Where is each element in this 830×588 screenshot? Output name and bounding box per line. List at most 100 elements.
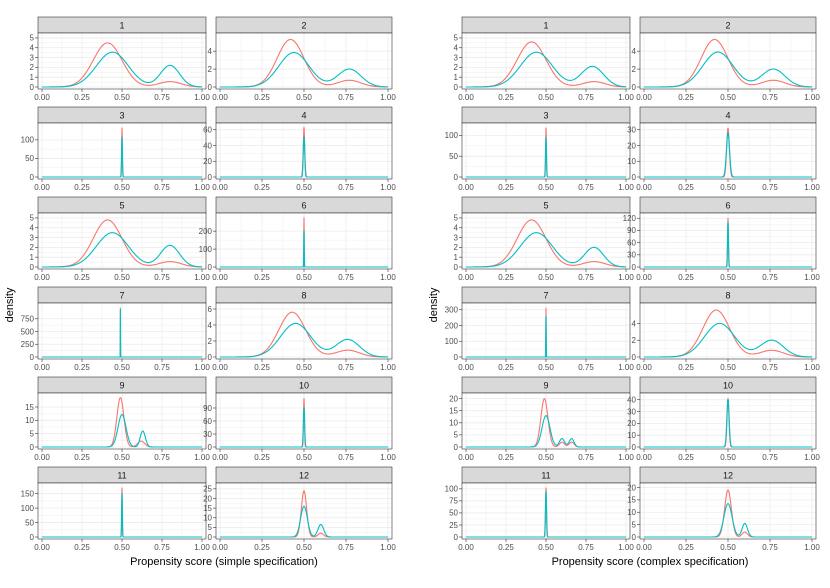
x-tick-label: 0.75 bbox=[154, 543, 170, 552]
x-tick-label: 0.25 bbox=[498, 93, 514, 102]
facet-2: 2 0.00 0.25 0.50 0.75 1.00 0 2 4 bbox=[208, 16, 396, 102]
x-tick-label: 0.75 bbox=[762, 183, 778, 192]
x-tick-label: 0.25 bbox=[678, 273, 694, 282]
x-tick-label: 0.25 bbox=[254, 273, 270, 282]
x-tick-label: 1.00 bbox=[380, 363, 396, 372]
y-tick-label: 6 bbox=[208, 305, 213, 314]
y-tick-label: 3 bbox=[30, 53, 35, 62]
panel-border bbox=[215, 302, 393, 360]
y-tick-label: 15 bbox=[449, 407, 458, 416]
panel-border bbox=[639, 302, 817, 360]
y-tick-label: 3 bbox=[454, 233, 459, 242]
y-tick-label: 0 bbox=[632, 533, 637, 542]
y-tick-label: 0 bbox=[30, 353, 35, 362]
y-tick-label: 10 bbox=[627, 431, 636, 440]
x-tick-label: 1.00 bbox=[380, 453, 396, 462]
x-tick-label: 1.00 bbox=[618, 543, 634, 552]
y-tick-label: 20 bbox=[627, 141, 636, 150]
y-tick-label: 40 bbox=[203, 141, 212, 150]
facet-12: 12 0.00 0.25 0.50 0.75 1.00 0 5 10 15 20 bbox=[627, 466, 820, 552]
x-tick-label: 1.00 bbox=[194, 363, 210, 372]
y-tick-label: 30 bbox=[627, 251, 636, 260]
right-x-axis-title: Propensity score (complex specification) bbox=[552, 556, 749, 568]
x-tick-label: 1.00 bbox=[804, 273, 820, 282]
y-tick-label: 2 bbox=[30, 243, 35, 252]
density-line-teal bbox=[643, 322, 813, 358]
y-tick-label: 1 bbox=[30, 73, 35, 82]
panel-border bbox=[215, 122, 393, 180]
y-tick-label: 100 bbox=[445, 337, 459, 346]
y-tick-label: 2 bbox=[208, 65, 213, 74]
y-tick-label: 10 bbox=[627, 508, 636, 517]
y-tick-label: 0 bbox=[30, 173, 35, 182]
x-tick-label: 1.00 bbox=[618, 93, 634, 102]
y-tick-label: 30 bbox=[627, 126, 636, 135]
y-tick-label: 0 bbox=[454, 83, 459, 92]
x-tick-label: 1.00 bbox=[804, 93, 820, 102]
x-tick-label: 0.50 bbox=[114, 183, 130, 192]
facet-2: 2 0.00 0.25 0.50 0.75 1.00 0 2 4 bbox=[632, 16, 820, 102]
x-tick-label: 0.25 bbox=[498, 453, 514, 462]
y-tick-label: 750 bbox=[21, 315, 35, 324]
y-tick-label: 15 bbox=[203, 504, 212, 513]
x-tick-label: 0.00 bbox=[212, 363, 228, 372]
panel-border bbox=[461, 302, 631, 360]
facet-8: 8 0.00 0.25 0.50 0.75 1.00 0 2 4 6 bbox=[208, 286, 396, 372]
panel-border bbox=[37, 212, 207, 270]
x-tick-label: 0.50 bbox=[296, 453, 312, 462]
x-tick-label: 0.00 bbox=[458, 453, 474, 462]
y-tick-label: 4 bbox=[30, 44, 35, 53]
y-tick-label: 0 bbox=[454, 173, 459, 182]
y-tick-label: 60 bbox=[627, 238, 636, 247]
facet-strip-label: 4 bbox=[725, 111, 730, 121]
y-tick-label: 2 bbox=[454, 243, 459, 252]
x-tick-label: 0.50 bbox=[114, 543, 130, 552]
density-line-teal bbox=[644, 221, 812, 268]
facet-strip-label: 8 bbox=[301, 291, 306, 301]
y-tick-label: 5 bbox=[454, 431, 459, 440]
y-tick-label: 0 bbox=[30, 263, 35, 272]
facet-strip-label: 7 bbox=[543, 291, 548, 301]
x-tick-label: 0.75 bbox=[154, 363, 170, 372]
y-tick-label: 0 bbox=[632, 173, 637, 182]
y-tick-label: 0 bbox=[30, 443, 35, 452]
x-tick-label: 0.25 bbox=[74, 93, 90, 102]
x-tick-label: 0.75 bbox=[338, 543, 354, 552]
y-tick-label: 2 bbox=[632, 336, 637, 345]
x-tick-label: 0.00 bbox=[636, 453, 652, 462]
x-tick-label: 0.00 bbox=[636, 93, 652, 102]
x-tick-label: 1.00 bbox=[194, 273, 210, 282]
x-tick-label: 0.25 bbox=[254, 93, 270, 102]
y-tick-label: 0 bbox=[208, 353, 213, 362]
density-line-teal bbox=[466, 315, 626, 358]
panel-border bbox=[37, 392, 207, 450]
y-tick-label: 3 bbox=[454, 53, 459, 62]
density-line-teal bbox=[42, 493, 202, 538]
y-tick-label: 15 bbox=[25, 403, 34, 412]
panel-border bbox=[215, 32, 393, 90]
panel-border bbox=[639, 32, 817, 90]
y-tick-label: 200 bbox=[199, 227, 213, 236]
x-tick-label: 0.50 bbox=[720, 183, 736, 192]
x-tick-label: 0.50 bbox=[720, 273, 736, 282]
x-tick-label: 0.50 bbox=[296, 93, 312, 102]
left-x-axis-title: Propensity score (simple specification) bbox=[130, 556, 318, 568]
y-tick-label: 20 bbox=[203, 494, 212, 503]
panel-border bbox=[461, 122, 631, 180]
facet-strip-label: 6 bbox=[725, 201, 730, 211]
facet-strip-label: 10 bbox=[723, 381, 733, 391]
y-tick-label: 120 bbox=[623, 214, 637, 223]
y-tick-label: 300 bbox=[445, 306, 459, 315]
y-tick-label: 10 bbox=[627, 157, 636, 166]
y-tick-label: 50 bbox=[25, 154, 34, 163]
x-tick-label: 0.50 bbox=[114, 273, 130, 282]
y-tick-label: 20 bbox=[203, 157, 212, 166]
x-tick-label: 0.25 bbox=[678, 183, 694, 192]
facet-4: 4 0.00 0.25 0.50 0.75 1.00 0 20 40 60 bbox=[203, 106, 396, 192]
x-tick-label: 0.75 bbox=[154, 453, 170, 462]
x-tick-label: 0.00 bbox=[458, 273, 474, 282]
density-line-teal bbox=[644, 132, 812, 178]
x-tick-label: 0.00 bbox=[458, 183, 474, 192]
